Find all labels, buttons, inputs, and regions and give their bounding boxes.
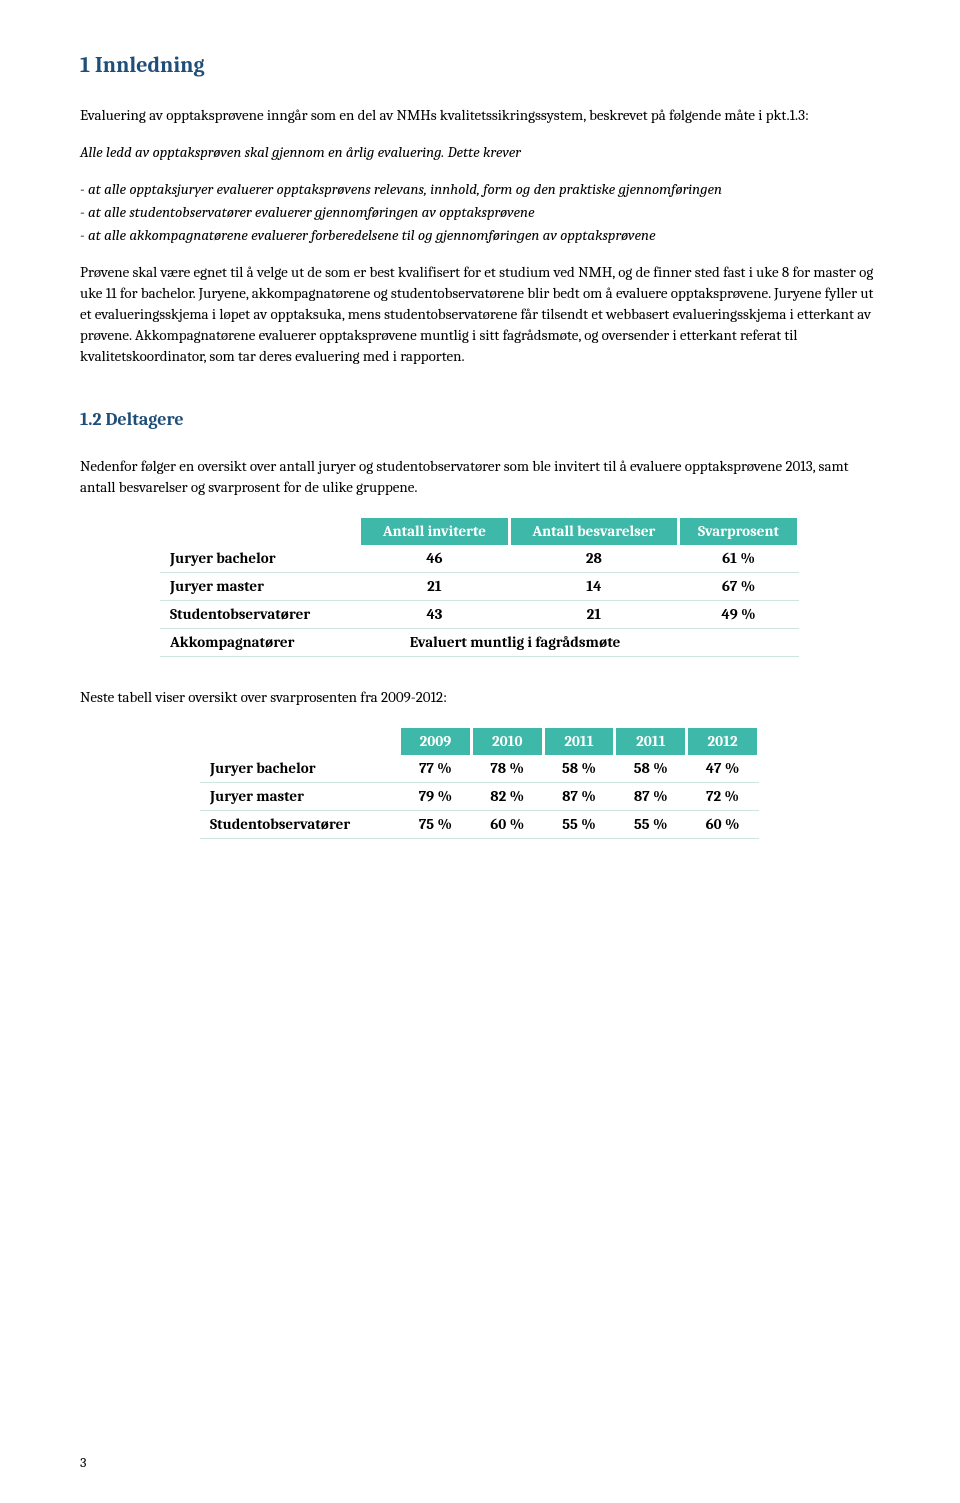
table-header-row: 2009 2010 2011 2011 2012 (200, 728, 759, 755)
body-paragraph: Prøvene skal være egnet til å velge ut d… (80, 262, 880, 367)
table-row: Juryer bachelor 46 28 61 % (160, 545, 799, 573)
table-cell: 47 % (687, 755, 759, 783)
table-cell: 67 % (679, 572, 799, 600)
table-cell: 87 % (543, 782, 615, 810)
heading-2: 1.2 Deltagere (80, 407, 880, 432)
italic-list-item: - at alle opptaksjuryer evaluerer opptak… (80, 179, 880, 200)
table-header-cell: 2012 (687, 728, 759, 755)
table-cell: 58 % (543, 755, 615, 783)
table-row: Akkompagnatører Evaluert muntlig i fagrå… (160, 628, 799, 656)
table-cell: 21 (509, 600, 678, 628)
table-cell: Juryer master (200, 782, 400, 810)
table2-intro: Neste tabell viser oversikt over svarpro… (80, 687, 880, 708)
table-cell: 77 % (400, 755, 472, 783)
heading-1: 1 Innledning (80, 50, 880, 81)
intro-paragraph: Evaluering av opptaksprøvene inngår som … (80, 105, 880, 126)
table-cell: Akkompagnatører (160, 628, 360, 656)
table-cell: Juryer master (160, 572, 360, 600)
table-header-cell (160, 518, 360, 545)
table-cell: Juryer bachelor (160, 545, 360, 573)
table-cell: 58 % (615, 755, 687, 783)
table-cell: 61 % (679, 545, 799, 573)
table-cell: Studentobservatører (200, 810, 400, 838)
table-cell: 46 (360, 545, 509, 573)
table-cell: 78 % (471, 755, 543, 783)
table-cell: 21 (360, 572, 509, 600)
table-header-row: Antall inviterte Antall besvarelser Svar… (160, 518, 799, 545)
table-header-cell: 2009 (400, 728, 472, 755)
table-cell: 87 % (615, 782, 687, 810)
table-cell: 79 % (400, 782, 472, 810)
italic-lead: Alle ledd av opptaksprøven skal gjennom … (80, 142, 880, 163)
page-number: 3 (80, 1453, 86, 1473)
table-cell: Juryer bachelor (200, 755, 400, 783)
table-cell-merged: Evaluert muntlig i fagrådsmøte (360, 628, 799, 656)
participants-table: Antall inviterte Antall besvarelser Svar… (160, 518, 800, 657)
table-header-cell: 2011 (543, 728, 615, 755)
table-cell: 72 % (687, 782, 759, 810)
table-cell: 14 (509, 572, 678, 600)
table-cell: 60 % (471, 810, 543, 838)
table-row: Juryer bachelor 77 % 78 % 58 % 58 % 47 % (200, 755, 759, 783)
table-row: Juryer master 79 % 82 % 87 % 87 % 72 % (200, 782, 759, 810)
table-header-cell: 2011 (615, 728, 687, 755)
table-header-cell: Svarprosent (679, 518, 799, 545)
table-header-cell: 2010 (471, 728, 543, 755)
italic-list-item: - at alle akkompagnatørene evaluerer for… (80, 225, 880, 246)
table-cell: 82 % (471, 782, 543, 810)
table-cell: 75 % (400, 810, 472, 838)
table-cell: 28 (509, 545, 678, 573)
table-cell: 49 % (679, 600, 799, 628)
table-cell: 60 % (687, 810, 759, 838)
table-cell: 55 % (615, 810, 687, 838)
table-header-cell: Antall inviterte (360, 518, 509, 545)
table-row: Studentobservatører 43 21 49 % (160, 600, 799, 628)
table-header-cell: Antall besvarelser (509, 518, 678, 545)
table-cell: 43 (360, 600, 509, 628)
table-row: Juryer master 21 14 67 % (160, 572, 799, 600)
table-cell: Studentobservatører (160, 600, 360, 628)
response-rate-table: 2009 2010 2011 2011 2012 Juryer bachelor… (200, 728, 760, 839)
italic-list-item: - at alle studentobservatører evaluerer … (80, 202, 880, 223)
italic-block: Alle ledd av opptaksprøven skal gjennom … (80, 142, 880, 246)
table-row: Studentobservatører 75 % 60 % 55 % 55 % … (200, 810, 759, 838)
table-header-cell (200, 728, 400, 755)
participants-intro: Nedenfor følger en oversikt over antall … (80, 456, 880, 498)
table-cell: 55 % (543, 810, 615, 838)
